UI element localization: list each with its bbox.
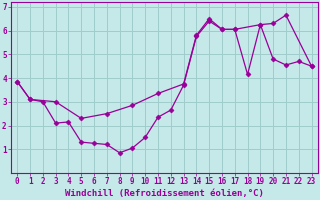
X-axis label: Windchill (Refroidissement éolien,°C): Windchill (Refroidissement éolien,°C) xyxy=(65,189,264,198)
